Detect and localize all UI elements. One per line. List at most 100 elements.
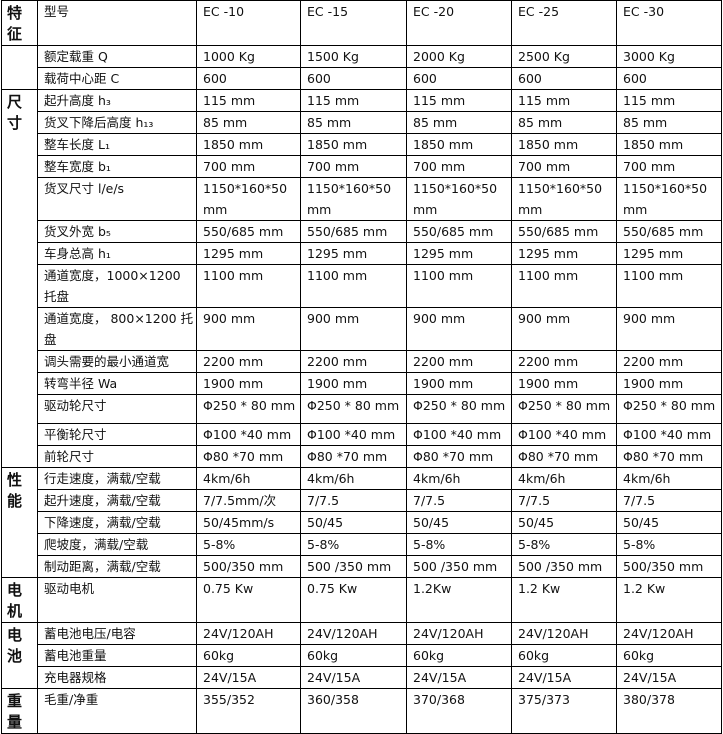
spec-value: 1900 mm (300, 372, 407, 395)
spec-value: 115 mm (300, 89, 407, 112)
spec-value: 4km/6h (406, 467, 512, 490)
table-row: 尺寸 起升高度 h₃ 115 mm 115 mm 115 mm 115 mm 115 mm (1, 89, 722, 468)
spec-label: 通道宽度，1000×1200 托盘 (37, 264, 197, 308)
spec-label: 行走速度，满载/空载 (37, 467, 197, 490)
spec-value: 1.2 Kw (616, 577, 722, 623)
table-row: 驱动轮尺寸 Φ250 * 80 mm Φ250 * 80 mm Φ250 * 80 m… (2, 394, 722, 424)
spec-value: 1900 mm (196, 372, 301, 395)
spec-value: 1850 mm (511, 133, 617, 156)
spec-value: Φ80 *70 mm (616, 445, 722, 468)
spec-value: 2000 Kg (406, 45, 512, 68)
spec-value: 1000 Kg (196, 45, 301, 68)
spec-label: 制动距离，满载/空载 (37, 555, 197, 578)
spec-label: 蓄电池电压/电容 (37, 622, 197, 645)
spec-value: Φ80 *70 mm (196, 445, 301, 468)
spec-value: 700 mm (406, 155, 512, 178)
table-row: 整车宽度 b₁ 700 mm 700 mm 700 mm 700 mm 700 mm (2, 155, 722, 178)
spec-value: 0.75 Kw (300, 577, 407, 623)
spec-value: Φ250 * 80 mm (406, 394, 512, 424)
spec-label: 毛重/净重 (37, 688, 197, 734)
table-row: 调头需要的最小通道宽 2200 mm 2200 mm 2200 mm 2200 mm 22… (2, 350, 722, 373)
spec-value: 900 mm (196, 307, 301, 351)
spec-value: 1850 mm (300, 133, 407, 156)
spec-label: 起升高度 h₃ (37, 89, 197, 112)
spec-value: 1150*160*50 mm (616, 177, 722, 221)
table-row: 起升速度，满载/空载 7/7.5mm/次 7/7.5 7/7.5 7/7.5 7/7.5 (2, 489, 722, 512)
spec-value: 1150*160*50 mm (196, 177, 301, 221)
model-name: EC -25 (511, 0, 617, 46)
spec-value: 355/352 (196, 688, 301, 734)
spec-value: 60kg (511, 644, 617, 667)
model-name: EC -15 (300, 0, 407, 46)
spec-value: 500 /350 mm (406, 555, 512, 578)
spec-label: 整车宽度 b₁ (37, 155, 197, 178)
spec-value: 1100 mm (406, 264, 512, 308)
spec-value: 550/685 mm (196, 220, 301, 243)
group-label-text: 尺寸 (7, 93, 23, 132)
spec-value: 500/350 mm (196, 555, 301, 578)
group-label: 尺寸 (1, 89, 38, 468)
spec-value: 550/685 mm (511, 220, 617, 243)
spec-value: 700 mm (511, 155, 617, 178)
spec-value: 7/7.5 (406, 489, 512, 512)
spec-value: Φ80 *70 mm (406, 445, 512, 468)
group-label-text: 性能 (7, 471, 23, 510)
model-name: EC -10 (196, 0, 301, 46)
spec-value: 900 mm (406, 307, 512, 351)
spec-value: 0.75 Kw (196, 577, 301, 623)
spec-label: 车身总高 h₁ (37, 242, 197, 265)
spec-value: Φ80 *70 mm (511, 445, 617, 468)
spec-value: 24V/15A (511, 666, 617, 689)
spec-value: 700 mm (300, 155, 407, 178)
spec-value: 5-8% (196, 533, 301, 556)
group-label: 电机 (1, 577, 38, 623)
spec-value: 24V/120AH (406, 622, 512, 645)
group-label-text: 特征 (7, 4, 23, 43)
table-row: 制动距离，满载/空载 500/350 mm 500 /350 mm 500 /350 … (2, 555, 722, 578)
spec-label: 调头需要的最小通道宽 (37, 350, 197, 373)
model-header-label: 型号 (37, 0, 197, 46)
spec-value: 500 /350 mm (511, 555, 617, 578)
spec-value: Φ80 *70 mm (300, 445, 407, 468)
spec-value: 7/7.5mm/次 (196, 489, 301, 512)
spec-value: 4km/6h (616, 467, 722, 490)
spec-value: 115 mm (406, 89, 512, 112)
spec-value: 50/45mm/s (196, 511, 301, 534)
spec-value: 370/368 (406, 688, 512, 734)
spec-value: 60kg (406, 644, 512, 667)
spec-label: 货叉下降后高度 h₁₃ (37, 111, 197, 134)
header-row: 特征 型号 EC -10 EC -15 EC -20 EC -25 EC -30 (1, 0, 722, 46)
table-row: 额定载重 Q 1000 Kg 1500 Kg 2000 Kg 2500 Kg 3000 K… (1, 45, 722, 90)
spec-value: 550/685 mm (300, 220, 407, 243)
table-row: 电池 蓄电池电压/电容 24V/120AH 24V/120AH 24V/120AH 24V… (1, 622, 722, 689)
spec-value: 85 mm (511, 111, 617, 134)
spec-value: 1850 mm (406, 133, 512, 156)
spec-value: 7/7.5 (616, 489, 722, 512)
spec-label: 载荷中心距 C (37, 67, 197, 90)
spec-label: 驱动电机 (37, 577, 197, 623)
spec-value: 5-8% (406, 533, 512, 556)
spec-value: 500 /350 mm (300, 555, 407, 578)
spec-value: 60kg (616, 644, 722, 667)
table-row: 货叉下降后高度 h₁₃ 85 mm 85 mm 85 mm 85 mm 85 mm (2, 111, 722, 134)
spec-value: 700 mm (196, 155, 301, 178)
spec-value: 24V/15A (196, 666, 301, 689)
spec-value: 550/685 mm (406, 220, 512, 243)
table-row: 转弯半径 Wa 1900 mm 1900 mm 1900 mm 1900 mm 1900 … (2, 372, 722, 395)
spec-value: 24V/15A (616, 666, 722, 689)
spec-value: 3000 Kg (616, 45, 722, 68)
group-label: 重量 (1, 688, 38, 734)
spec-value: 5-8% (511, 533, 617, 556)
spec-value: 2200 mm (406, 350, 512, 373)
spec-value: 24V/15A (300, 666, 407, 689)
spec-value: 115 mm (616, 89, 722, 112)
spec-label: 平衡轮尺寸 (37, 423, 197, 446)
spec-label: 货叉外宽 b₅ (37, 220, 197, 243)
group-label-text: 电池 (7, 626, 23, 665)
spec-value: 1850 mm (616, 133, 722, 156)
spec-value: 5-8% (616, 533, 722, 556)
spec-value: 24V/120AH (616, 622, 722, 645)
table-row: 性能 行走速度，满载/空载 4km/6h 4km/6h 4km/6h 4km/6h 4km/… (1, 467, 722, 578)
table-row: 充电器规格 24V/15A 24V/15A 24V/15A 24V/15A 24V/15A (2, 666, 722, 689)
